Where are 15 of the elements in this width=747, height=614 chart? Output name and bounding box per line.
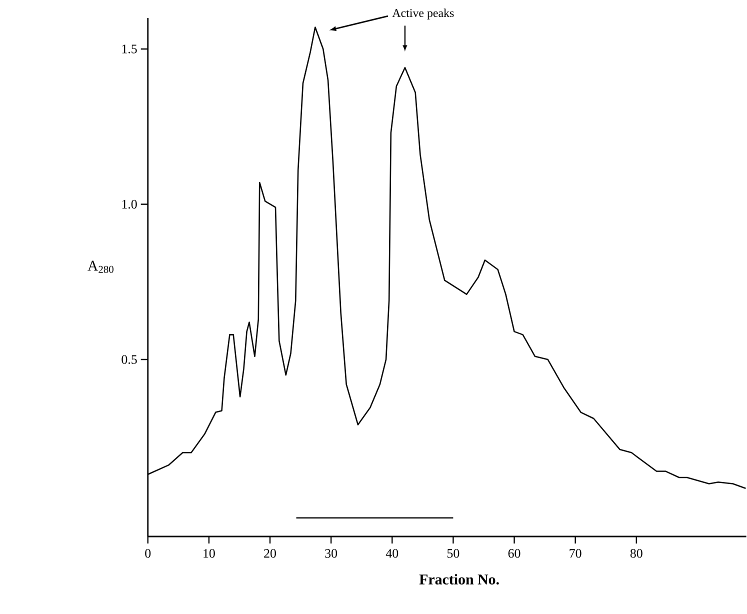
y-axis-title: A$_{280}$ <box>88 260 114 273</box>
x-tick-label: 50 <box>447 548 460 558</box>
x-tick-label: 30 <box>325 548 338 558</box>
x-tick-label: 0 <box>145 548 151 558</box>
x-tick-label: 70 <box>570 548 582 558</box>
annotation: Active peaks <box>392 8 454 20</box>
x-tick-label: 20 <box>264 548 276 558</box>
y-tick-label: 1.5 <box>122 44 137 54</box>
x-tick-label: 80 <box>630 548 642 558</box>
x-axis-title: Fraction No. <box>419 574 499 584</box>
y-tick-label: 0.5 <box>122 354 137 364</box>
x-tick-label: 40 <box>386 548 398 558</box>
x-tick-label: 60 <box>508 548 520 558</box>
y-tick-label: 1.0 <box>122 200 137 208</box>
x-tick-label: 10 <box>204 548 215 558</box>
